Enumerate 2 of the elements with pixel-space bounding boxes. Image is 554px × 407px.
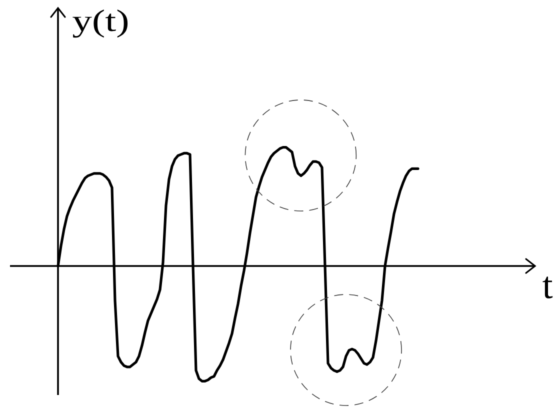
x-axis-title: t — [542, 276, 553, 298]
y-axis-title: y(t) — [72, 10, 128, 38]
